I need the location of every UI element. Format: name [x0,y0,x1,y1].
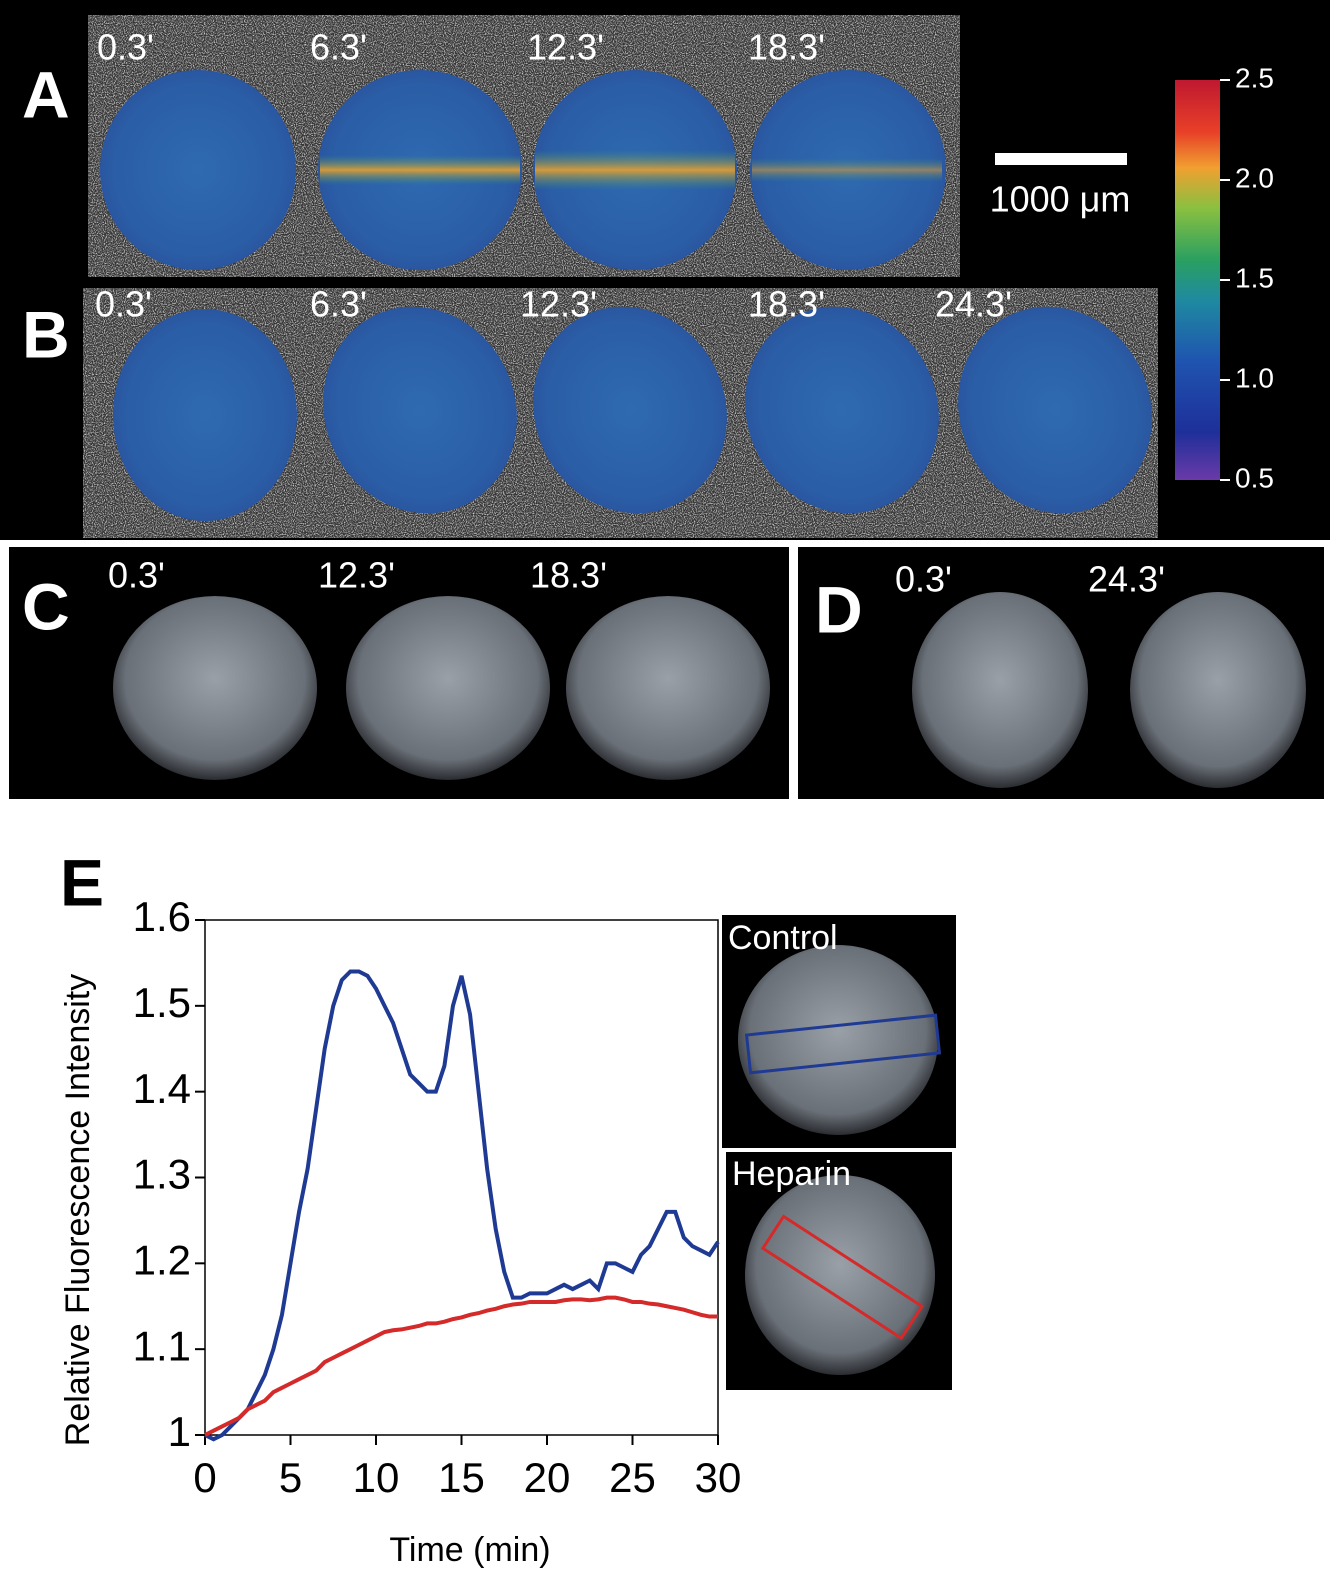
cell [113,596,317,780]
panel-label: E [60,845,104,919]
time-label: 18.3' [530,555,607,596]
cell [113,309,297,521]
time-label: 18.3' [748,27,825,68]
time-label: 6.3' [310,27,367,68]
y-tick-label: 1.1 [133,1322,191,1369]
colorbar-tick-label: 1.5 [1235,262,1274,293]
cell-band [752,158,942,182]
legend-label: Control [728,919,838,957]
y-tick-label: 1 [168,1408,191,1455]
inset-cell [738,945,938,1135]
time-label: 0.3' [895,559,952,600]
panel-c-cells [113,596,770,780]
cell [100,70,296,270]
time-label: 24.3' [1088,559,1165,600]
y-tick-label: 1.5 [133,979,191,1026]
panel-label: A [22,57,70,131]
colorbar-tick-label: 2.0 [1235,162,1274,193]
y-axis-label: Relative Fluorescence Intensity [59,974,97,1446]
cell [346,596,550,780]
cell-band [535,150,735,190]
y-tick-label: 1.4 [133,1065,191,1112]
panel-label: D [815,572,863,646]
x-tick-label: 25 [609,1454,656,1501]
time-label: 0.3' [95,284,152,325]
colorbar-tick-label: 1.0 [1235,362,1274,393]
scale-bar [995,153,1127,165]
colorbar [1175,80,1220,480]
colorbar-tick-label: 0.5 [1235,462,1274,493]
x-tick-label: 15 [438,1454,485,1501]
panel-label: B [22,297,70,371]
panel-label: C [22,569,70,643]
cell [912,592,1088,788]
time-label: 12.3' [527,27,604,68]
figure: 1000 μm E Time (min) Relative Fluorescen… [0,0,1330,1575]
x-tick-label: 0 [193,1454,216,1501]
cell [566,596,770,780]
x-tick-label: 10 [353,1454,400,1501]
time-label: 0.3' [97,27,154,68]
cell [1130,592,1306,788]
scale-bar-label: 1000 μm [990,179,1131,220]
page: 1000 μm E Time (min) Relative Fluorescen… [0,0,1330,1580]
time-label: 12.3' [318,555,395,596]
legend-label: Heparin [732,1155,851,1193]
cell-band [320,155,520,185]
x-tick-label: 20 [524,1454,571,1501]
x-tick-label: 30 [695,1454,742,1501]
x-axis-label: Time (min) [389,1531,550,1569]
y-tick-label: 1.6 [133,893,191,940]
time-label: 0.3' [108,555,165,596]
time-label: 18.3' [748,284,825,325]
colorbar-tick-label: 2.5 [1235,62,1274,93]
inset-cell [745,1175,935,1375]
time-label: 24.3' [935,284,1012,325]
time-label: 6.3' [310,284,367,325]
y-tick-label: 1.2 [133,1236,191,1283]
plot-area [205,920,718,1435]
time-label: 12.3' [520,284,597,325]
y-tick-label: 1.3 [133,1151,191,1198]
x-tick-label: 5 [279,1454,302,1501]
